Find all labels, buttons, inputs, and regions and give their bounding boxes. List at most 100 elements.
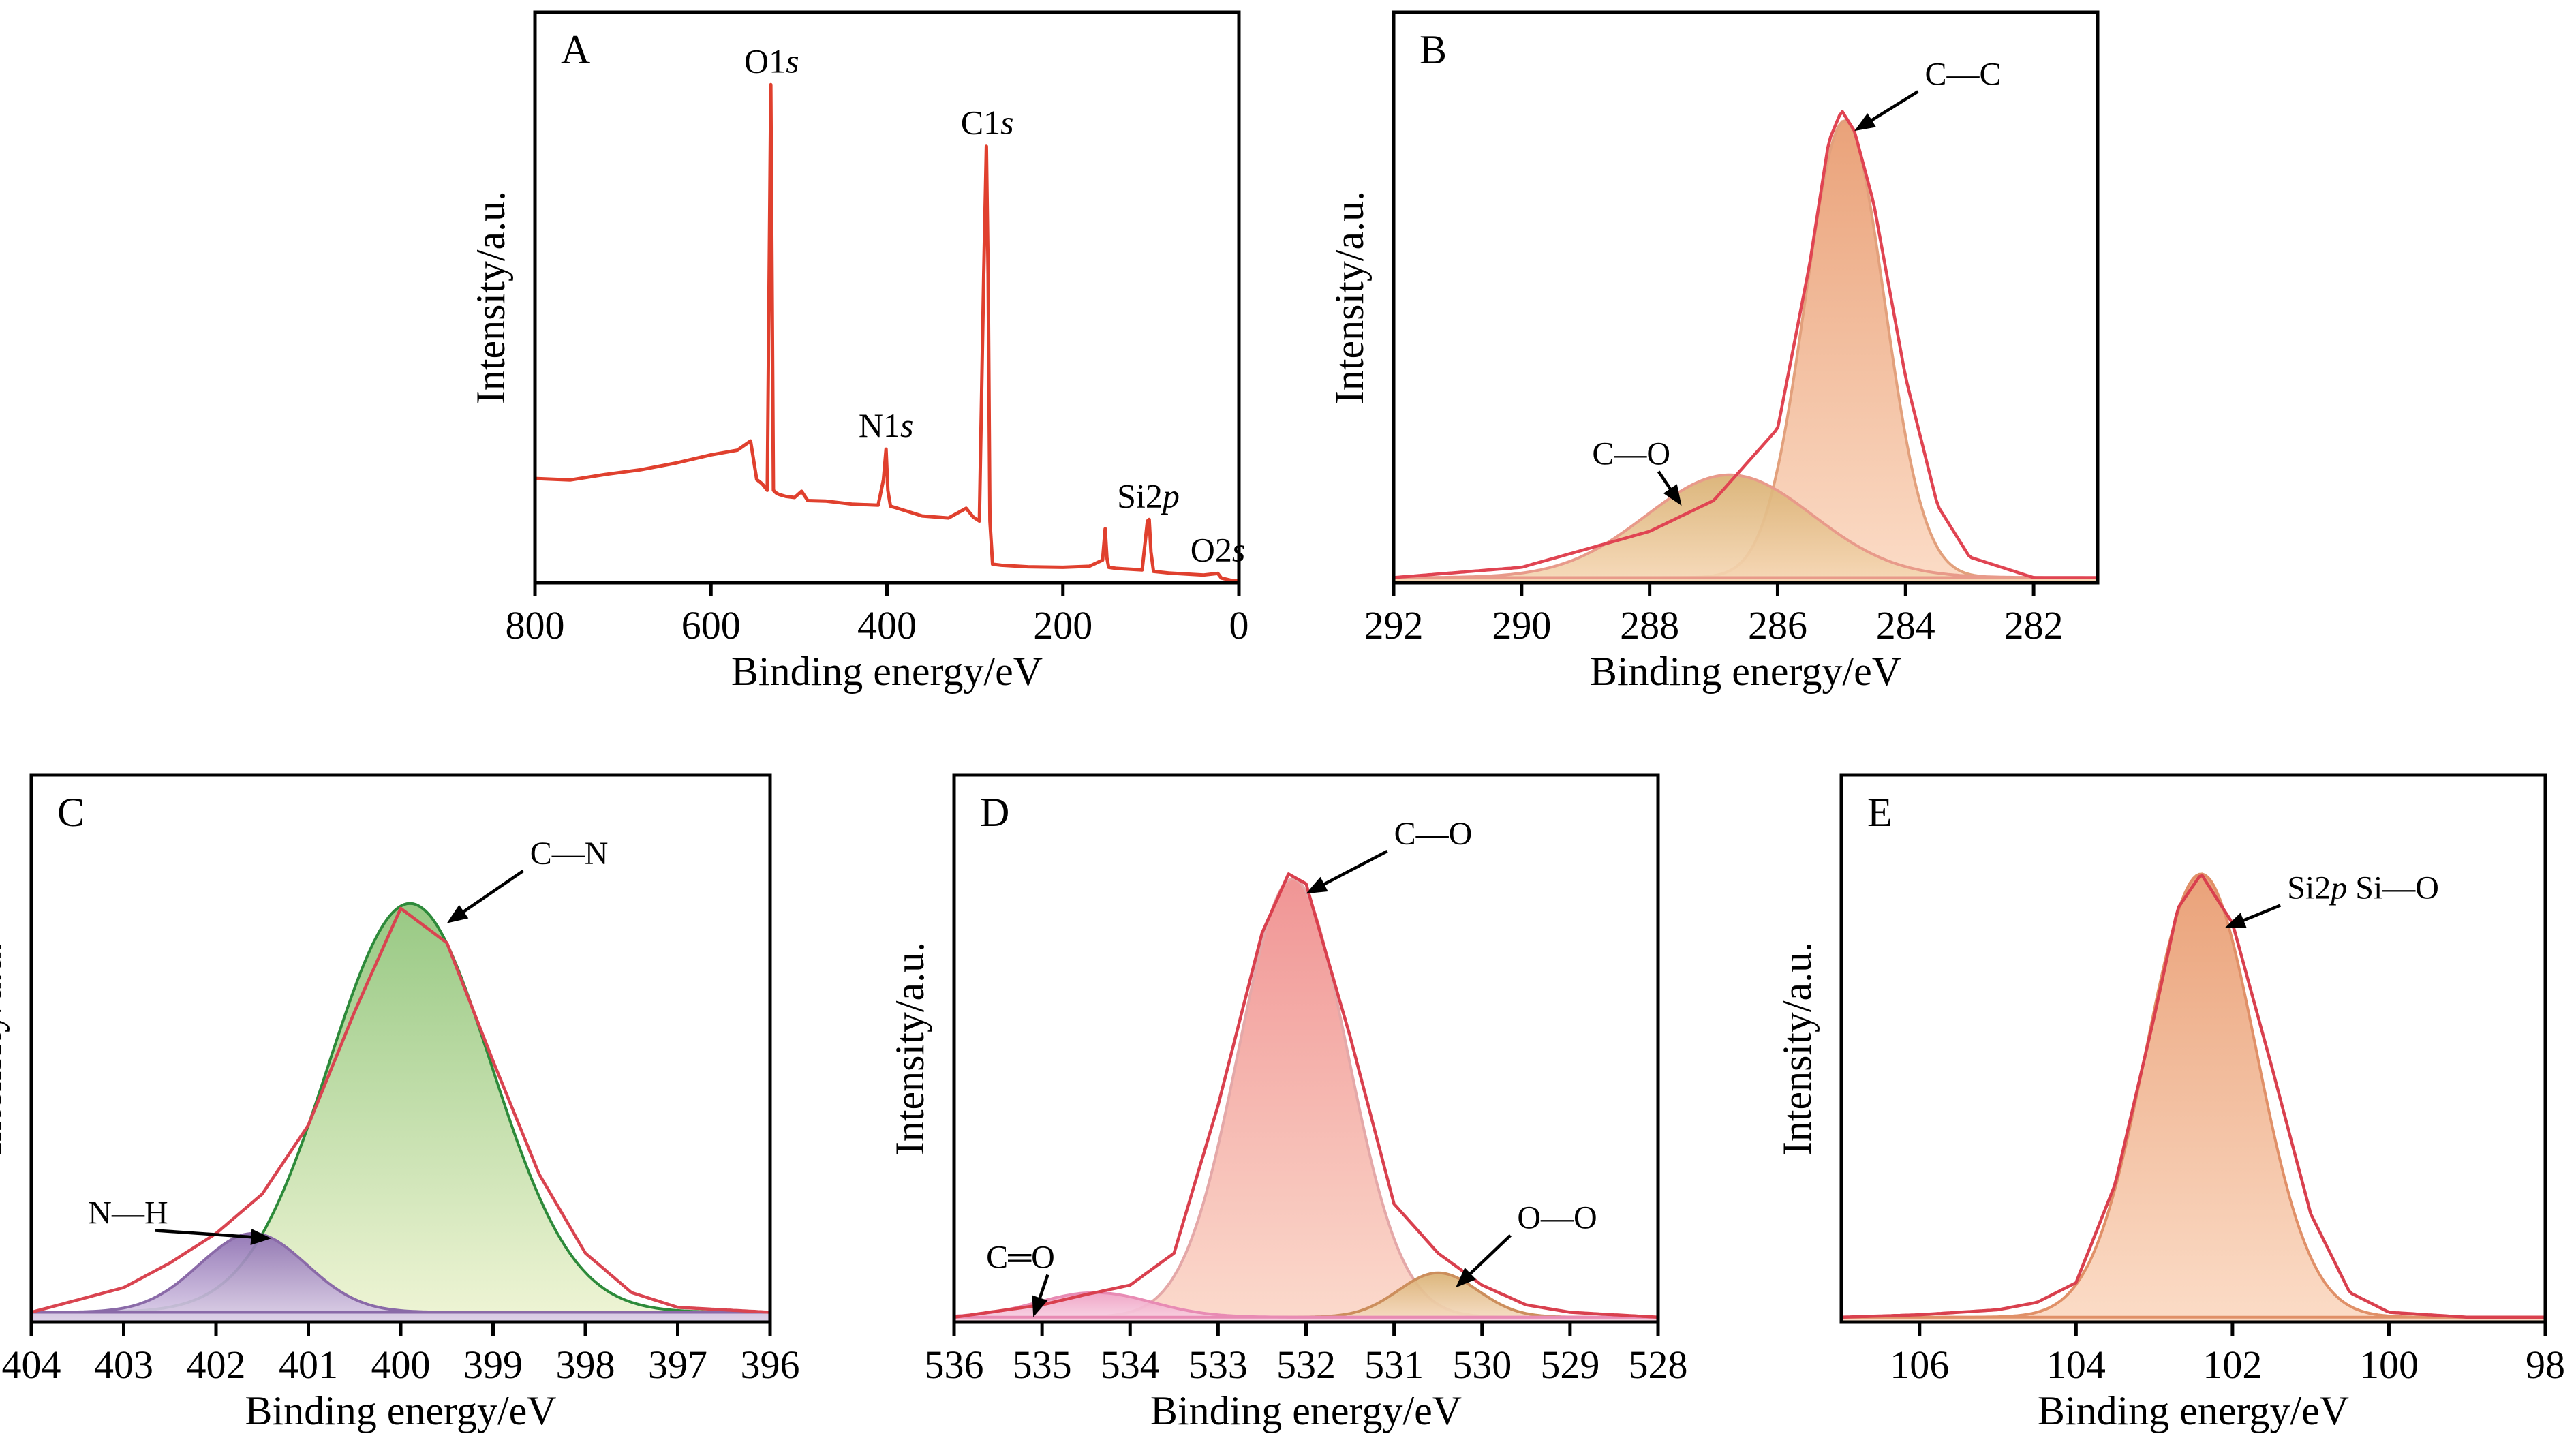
- x-tick-label: 399: [463, 1343, 523, 1387]
- axes-frame: [1392, 10, 2100, 585]
- x-tick-label: 400: [371, 1343, 431, 1387]
- envelope-line: [31, 906, 770, 1314]
- x-axis-label: Binding energy/eV: [1590, 649, 1901, 694]
- annotation-arrowhead: [1854, 113, 1876, 132]
- x-tick-label: 282: [2004, 603, 2064, 647]
- peak-label: N1s: [859, 406, 914, 444]
- annotation-arrow: [1467, 1234, 1512, 1277]
- annotation-arrowhead: [446, 904, 469, 923]
- peak-label: O2s: [1191, 530, 1246, 568]
- y-axis-label: Intensity/a.u.: [468, 191, 513, 404]
- y-axis-label: Intensity/a.u.: [0, 942, 10, 1155]
- peak-area-0: [1841, 874, 2545, 1322]
- panel-C: 404 403 402 401 400 399 398 397 396 Binding energ…: [0, 773, 800, 1433]
- envelope-line: [1841, 874, 2545, 1319]
- x-axis-label: Binding energy/eV: [1150, 1388, 1462, 1433]
- panel-letter: B: [1420, 27, 1447, 72]
- bond-label: C═O: [986, 1240, 1055, 1276]
- panel-E: 106 104 102 100 98 Binding energy/eV Intensity…: [1775, 773, 2565, 1433]
- bond-label: C—O: [1394, 816, 1473, 852]
- x-tick-label: 529: [1540, 1343, 1599, 1387]
- y-axis-label: Intensity/a.u.: [1775, 942, 1820, 1155]
- x-tick-label: 531: [1364, 1343, 1424, 1387]
- annotation-arrow: [2240, 904, 2282, 923]
- x-tick-label: 528: [1629, 1343, 1688, 1387]
- x-tick-label: 400: [857, 603, 917, 647]
- plot-area: [535, 82, 1239, 583]
- bond-label: Si2p Si—O: [2287, 870, 2439, 906]
- annotation-arrow: [1657, 470, 1673, 492]
- x-tick-label: 600: [681, 603, 741, 647]
- x-axis-label: Binding energy/eV: [731, 649, 1043, 694]
- envelope-line: [954, 872, 1658, 1319]
- x-tick-label: 534: [1101, 1343, 1160, 1387]
- x-tick-label: 102: [2203, 1343, 2262, 1387]
- annotation-arrow: [155, 1229, 254, 1239]
- annotation-arrowhead: [1032, 1295, 1048, 1317]
- survey-spectrum-line: [535, 82, 1239, 583]
- y-axis-label: Intensity/a.u.: [1327, 191, 1372, 404]
- plot-area: [1841, 872, 2545, 1322]
- annotation-arrow: [1869, 90, 1919, 123]
- x-tick-label: 284: [1876, 603, 1935, 647]
- x-tick-label: 535: [1013, 1343, 1072, 1387]
- x-tick-label: 286: [1748, 603, 1807, 647]
- peak-area-0: [954, 878, 1658, 1322]
- peak-label: C1s: [961, 104, 1014, 142]
- x-tick-label: 292: [1364, 603, 1424, 647]
- bond-label: N—H: [88, 1195, 168, 1231]
- x-tick-label: 800: [506, 603, 565, 647]
- x-axis-label: Binding energy/eV: [2038, 1388, 2349, 1433]
- annotation-arrow: [1321, 849, 1388, 887]
- x-tick-label: 532: [1276, 1343, 1336, 1387]
- annotation-arrowhead: [1306, 876, 1328, 894]
- panel-letter: C: [57, 790, 85, 835]
- peak-area-1: [954, 1272, 1658, 1322]
- annotation-arrowhead: [250, 1229, 272, 1246]
- x-tick-label: 104: [2046, 1343, 2106, 1387]
- x-tick-label: 398: [556, 1343, 615, 1387]
- plot-area: [954, 872, 1658, 1322]
- panel-letter: A: [561, 27, 590, 72]
- peak-area-0: [31, 903, 770, 1322]
- annotation-arrowhead: [1456, 1268, 1476, 1288]
- axes-frame: [1839, 773, 2547, 1324]
- peak-area-1: [31, 1233, 770, 1322]
- x-tick-label: 288: [1620, 603, 1679, 647]
- x-tick-label: 200: [1033, 603, 1092, 647]
- annotation-arrow: [1037, 1274, 1049, 1301]
- plot-area: [1394, 110, 2098, 583]
- bond-label: C—N: [530, 836, 609, 872]
- x-tick-label: 404: [2, 1343, 61, 1387]
- x-tick-label: 0: [1229, 603, 1249, 647]
- panel-D: 536 535 534 533 532 531 530 529 528 Binding energ…: [887, 773, 1688, 1433]
- peak-label: O1s: [744, 42, 799, 80]
- x-tick-label: 530: [1452, 1343, 1512, 1387]
- x-tick-label: 536: [925, 1343, 984, 1387]
- annotation-arrowhead: [1663, 484, 1682, 506]
- x-tick-label: 106: [1890, 1343, 1949, 1387]
- bond-label: C—O: [1592, 436, 1670, 472]
- x-tick-label: 533: [1189, 1343, 1248, 1387]
- panel-letter: E: [1867, 790, 1892, 835]
- envelope-line: [1394, 110, 2098, 579]
- x-tick-label: 401: [279, 1343, 338, 1387]
- plot-area: [31, 902, 770, 1322]
- annotation-arrow: [460, 870, 524, 915]
- x-axis-label: Binding energy/eV: [245, 1388, 556, 1433]
- x-tick-label: 397: [648, 1343, 707, 1387]
- peak-area-1: [1394, 474, 2098, 583]
- x-tick-label: 403: [94, 1343, 153, 1387]
- panel-letter: D: [980, 790, 1009, 835]
- panels-layer: 800 600 400 200 0 Binding energy/eV Intensity/…: [0, 10, 2565, 1433]
- y-axis-label: Intensity/a.u.: [887, 942, 932, 1155]
- panel-B: 292 290 288 286 284 282 Binding energy/eV Inten…: [1327, 10, 2100, 694]
- x-tick-label: 98: [2526, 1343, 2565, 1387]
- bond-label: C—C: [1925, 56, 2001, 92]
- bond-label: O—O: [1517, 1200, 1597, 1236]
- panel-A: 800 600 400 200 0 Binding energy/eV Intensity/…: [468, 10, 1249, 694]
- annotation-arrowhead: [2224, 913, 2247, 928]
- x-tick-label: 402: [187, 1343, 246, 1387]
- x-tick-label: 290: [1492, 603, 1551, 647]
